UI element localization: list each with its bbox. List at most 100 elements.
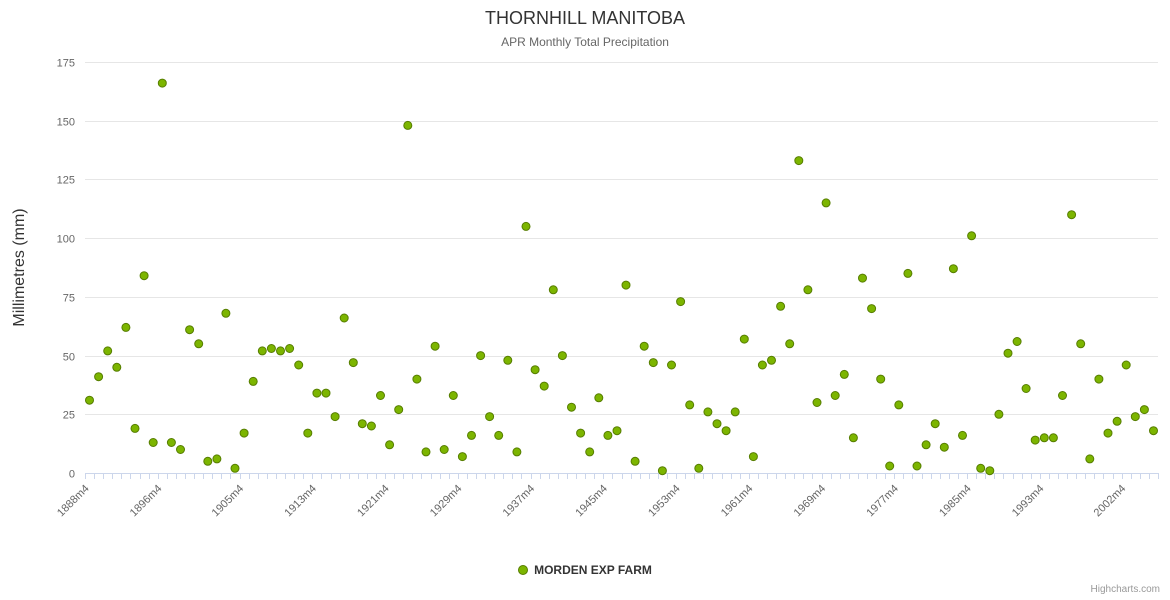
data-point[interactable] (885, 461, 895, 471)
data-point[interactable] (176, 445, 185, 454)
data-point[interactable] (185, 325, 195, 335)
data-point[interactable] (1103, 428, 1113, 438)
data-point[interactable] (448, 391, 458, 400)
data-point[interactable] (194, 339, 204, 349)
data-point[interactable] (357, 419, 367, 429)
data-point[interactable] (467, 430, 476, 440)
data-point[interactable] (685, 400, 695, 410)
data-point[interactable] (376, 391, 385, 400)
data-point[interactable] (212, 454, 222, 464)
data-point[interactable] (557, 351, 567, 361)
data-point[interactable] (739, 334, 749, 344)
data-point[interactable] (976, 463, 986, 473)
data-point[interactable] (767, 355, 776, 365)
data-point[interactable] (539, 381, 549, 391)
data-point[interactable] (294, 360, 304, 370)
data-point[interactable] (603, 430, 613, 440)
data-point[interactable] (1067, 210, 1077, 220)
data-point[interactable] (94, 372, 104, 382)
data-point[interactable] (948, 264, 958, 274)
data-point[interactable] (1021, 384, 1031, 393)
data-point[interactable] (730, 407, 740, 417)
data-point[interactable] (312, 388, 322, 398)
data-point[interactable] (921, 440, 931, 450)
data-point[interactable] (994, 409, 1004, 419)
data-point[interactable] (1039, 433, 1049, 443)
data-point[interactable] (221, 308, 231, 318)
data-point[interactable] (248, 376, 258, 386)
data-point[interactable] (421, 447, 431, 457)
data-point[interactable] (985, 466, 995, 476)
data-point[interactable] (276, 346, 285, 356)
data-point[interactable] (330, 412, 340, 422)
data-point[interactable] (394, 405, 404, 415)
data-point[interactable] (385, 440, 395, 450)
data-point[interactable] (285, 344, 295, 353)
data-point[interactable] (266, 344, 276, 353)
data-point[interactable] (230, 463, 240, 473)
data-point[interactable] (630, 456, 640, 466)
data-point[interactable] (639, 341, 649, 351)
data-point[interactable] (1048, 433, 1058, 443)
data-point[interactable] (803, 285, 813, 295)
data-point[interactable] (1012, 337, 1022, 346)
data-point[interactable] (794, 156, 804, 166)
data-point[interactable] (257, 346, 267, 356)
data-point[interactable] (503, 355, 513, 365)
data-point[interactable] (166, 438, 176, 447)
data-point[interactable] (776, 301, 786, 311)
data-point[interactable] (694, 463, 704, 473)
data-point[interactable] (130, 423, 140, 433)
data-point[interactable] (530, 365, 540, 375)
data-point[interactable] (1058, 391, 1067, 400)
data-point[interactable] (321, 388, 331, 398)
data-point[interactable] (894, 400, 904, 410)
data-point[interactable] (412, 374, 422, 384)
data-point[interactable] (648, 358, 658, 368)
data-point[interactable] (676, 297, 686, 307)
data-point[interactable] (157, 78, 167, 88)
data-point[interactable] (348, 358, 358, 368)
data-point[interactable] (1149, 426, 1158, 436)
data-point[interactable] (1112, 416, 1122, 426)
data-point[interactable] (139, 271, 149, 281)
data-point[interactable] (430, 341, 440, 351)
data-point[interactable] (567, 402, 576, 412)
data-point[interactable] (1076, 339, 1086, 349)
data-point[interactable] (839, 369, 849, 379)
data-point[interactable] (903, 268, 913, 278)
data-point[interactable] (912, 461, 922, 471)
data-point[interactable] (1139, 405, 1149, 415)
data-point[interactable] (703, 407, 713, 417)
data-point[interactable] (1130, 412, 1140, 422)
data-point[interactable] (485, 412, 495, 422)
data-point[interactable] (876, 374, 886, 384)
data-point[interactable] (1094, 374, 1104, 384)
data-point[interactable] (612, 426, 622, 436)
data-point[interactable] (821, 198, 831, 208)
data-point[interactable] (667, 360, 676, 370)
data-point[interactable] (239, 428, 249, 438)
data-point[interactable] (85, 395, 94, 405)
data-point[interactable] (103, 346, 113, 356)
data-point[interactable] (748, 452, 758, 462)
data-point[interactable] (576, 428, 586, 438)
data-point[interactable] (867, 304, 877, 314)
data-point[interactable] (939, 442, 949, 452)
data-point[interactable] (366, 421, 376, 431)
data-point[interactable] (339, 313, 349, 323)
data-point[interactable] (303, 428, 313, 438)
data-point[interactable] (712, 419, 722, 429)
data-point[interactable] (521, 221, 531, 231)
data-point[interactable] (494, 430, 504, 440)
data-point[interactable] (930, 419, 940, 429)
data-point[interactable] (1121, 360, 1131, 370)
data-point[interactable] (967, 231, 977, 241)
data-point[interactable] (721, 426, 731, 436)
data-point[interactable] (457, 452, 467, 462)
data-point[interactable] (121, 322, 131, 332)
highcharts-credit[interactable]: Highcharts.com (1090, 584, 1160, 595)
data-point[interactable] (858, 273, 867, 283)
data-point[interactable] (958, 430, 967, 440)
data-point[interactable] (148, 438, 158, 447)
